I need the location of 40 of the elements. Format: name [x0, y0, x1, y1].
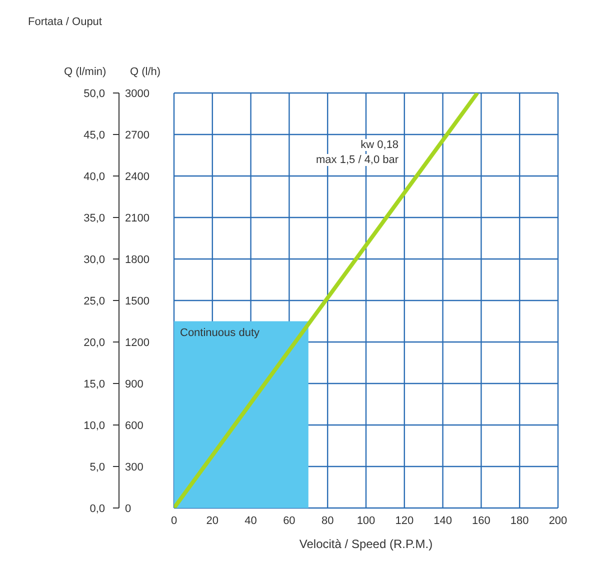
x-tick-label: 40: [244, 514, 257, 527]
x-tick-label: 160: [472, 514, 490, 527]
x-tick-label: 20: [206, 514, 219, 527]
y2-tick-label: 2100: [125, 212, 150, 224]
y2-tick-label: 1200: [125, 336, 150, 349]
y-tick-label: 35,0: [84, 212, 105, 224]
x-tick-label: 140: [434, 514, 452, 527]
y-tick-label: 25,0: [84, 295, 105, 308]
y2-tick-label: 1500: [125, 295, 150, 308]
y-tick-label: 0,0: [90, 502, 105, 515]
y-tick-label: 15,0: [84, 378, 105, 390]
annotation: Continuous duty: [180, 327, 260, 340]
annotation: max 1,5 / 4,0 bar: [314, 154, 401, 166]
x-axis-title: Velocità / Speed (R.P.M.): [299, 537, 433, 551]
x-tick-label: 100: [356, 514, 376, 527]
y2-tick-label: 2700: [125, 129, 150, 142]
annotation: kw 0,18: [358, 138, 401, 150]
y-tick-label: 20,0: [84, 336, 105, 349]
y2-tick-label: 2400: [125, 170, 150, 183]
x-tick-label: 80: [321, 514, 334, 527]
x-tick-label: 200: [548, 514, 568, 527]
x-tick-label: 120: [395, 514, 414, 527]
text: Fortata / Ouput: [28, 16, 102, 28]
y-tick-label: 45,0: [84, 129, 105, 142]
x-tick-label: 180: [510, 514, 529, 527]
y-axis-title: Q (l/min): [64, 66, 106, 78]
y2-tick-label: 1800: [125, 254, 150, 266]
y-tick-label: 5,0: [90, 461, 105, 474]
y-tick-label: 50,0: [84, 88, 105, 100]
y-tick-label: 30,0: [84, 254, 105, 266]
y2-tick-label: 600: [125, 420, 144, 432]
x-tick-label: 0: [170, 514, 178, 527]
y2-tick-label: 3000: [125, 88, 150, 100]
y2-axis-title: Q (l/h): [130, 66, 161, 78]
y-tick-label: 40,0: [84, 170, 105, 183]
y-tick-label: 10,0: [84, 420, 105, 432]
x-tick-label: 60: [283, 514, 296, 527]
y2-tick-label: 300: [125, 461, 144, 474]
y2-tick-label: 900: [125, 378, 144, 390]
y2-tick-label: 0: [125, 502, 132, 515]
